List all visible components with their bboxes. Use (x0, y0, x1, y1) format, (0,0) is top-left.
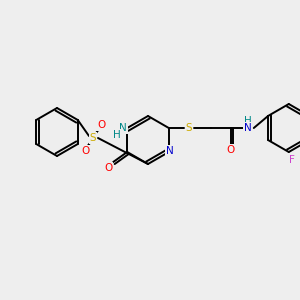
Text: S: S (90, 133, 96, 143)
Text: H: H (113, 130, 121, 140)
Text: F: F (289, 155, 295, 165)
Text: S: S (185, 123, 192, 133)
Text: N: N (244, 123, 252, 133)
Text: H: H (244, 116, 252, 126)
Text: N: N (166, 146, 174, 156)
Text: O: O (227, 145, 235, 155)
Text: O: O (81, 146, 89, 156)
Text: O: O (104, 163, 112, 173)
Text: O: O (97, 120, 105, 130)
Text: N: N (119, 123, 127, 133)
